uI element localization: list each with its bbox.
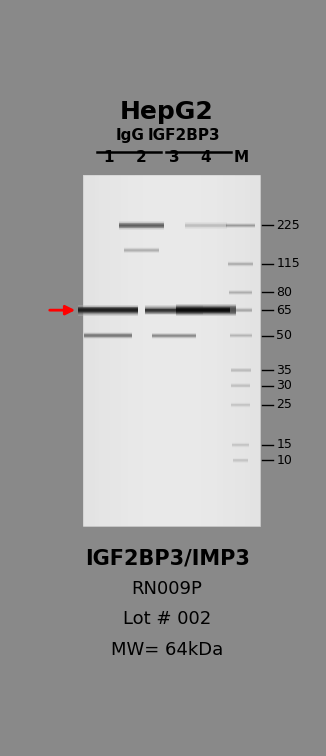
Text: 4: 4 [200,150,211,166]
Bar [176,305,236,306]
Bar [83,175,260,525]
Text: 25: 25 [276,398,292,411]
Text: 50: 50 [276,329,292,342]
Bar [176,314,236,315]
Text: M: M [233,150,248,166]
Bar [78,310,139,311]
Bar [78,307,139,308]
Bar [145,313,203,314]
Bar [176,313,236,314]
Text: 2: 2 [136,150,147,166]
Text: IgG: IgG [115,128,144,143]
Text: IGF2BP3/IMP3: IGF2BP3/IMP3 [85,549,249,569]
Bar [176,315,236,316]
Bar [145,314,203,315]
Bar [145,307,203,308]
Bar [145,306,203,307]
Bar [78,312,139,313]
Bar [176,309,236,310]
Bar [176,307,236,308]
Bar [176,312,236,313]
Text: 115: 115 [276,258,300,271]
Bar [78,313,139,314]
Bar [145,311,203,313]
Text: RN009P: RN009P [132,580,202,598]
Bar [145,308,203,309]
Bar [78,311,139,312]
Bar [145,305,203,306]
Text: 15: 15 [276,438,292,451]
Bar [176,306,236,307]
Bar [145,309,203,310]
Bar [78,314,139,315]
Text: HepG2: HepG2 [120,101,214,124]
Text: 10: 10 [276,454,292,466]
Bar [78,305,139,307]
Bar [145,310,203,311]
Bar [78,308,139,309]
Text: 35: 35 [276,364,292,376]
Text: 65: 65 [276,304,292,317]
Text: 30: 30 [276,379,292,392]
Text: Lot # 002: Lot # 002 [123,611,211,628]
Text: 225: 225 [276,219,300,232]
Text: MW= 64kDa: MW= 64kDa [111,641,223,659]
Bar [176,308,236,309]
Text: IGF2BP3: IGF2BP3 [148,128,220,143]
Bar [176,310,236,311]
Bar [78,309,139,310]
Text: 3: 3 [169,150,179,166]
Text: 80: 80 [276,286,292,299]
Bar [176,311,236,312]
Text: 1: 1 [103,150,113,166]
